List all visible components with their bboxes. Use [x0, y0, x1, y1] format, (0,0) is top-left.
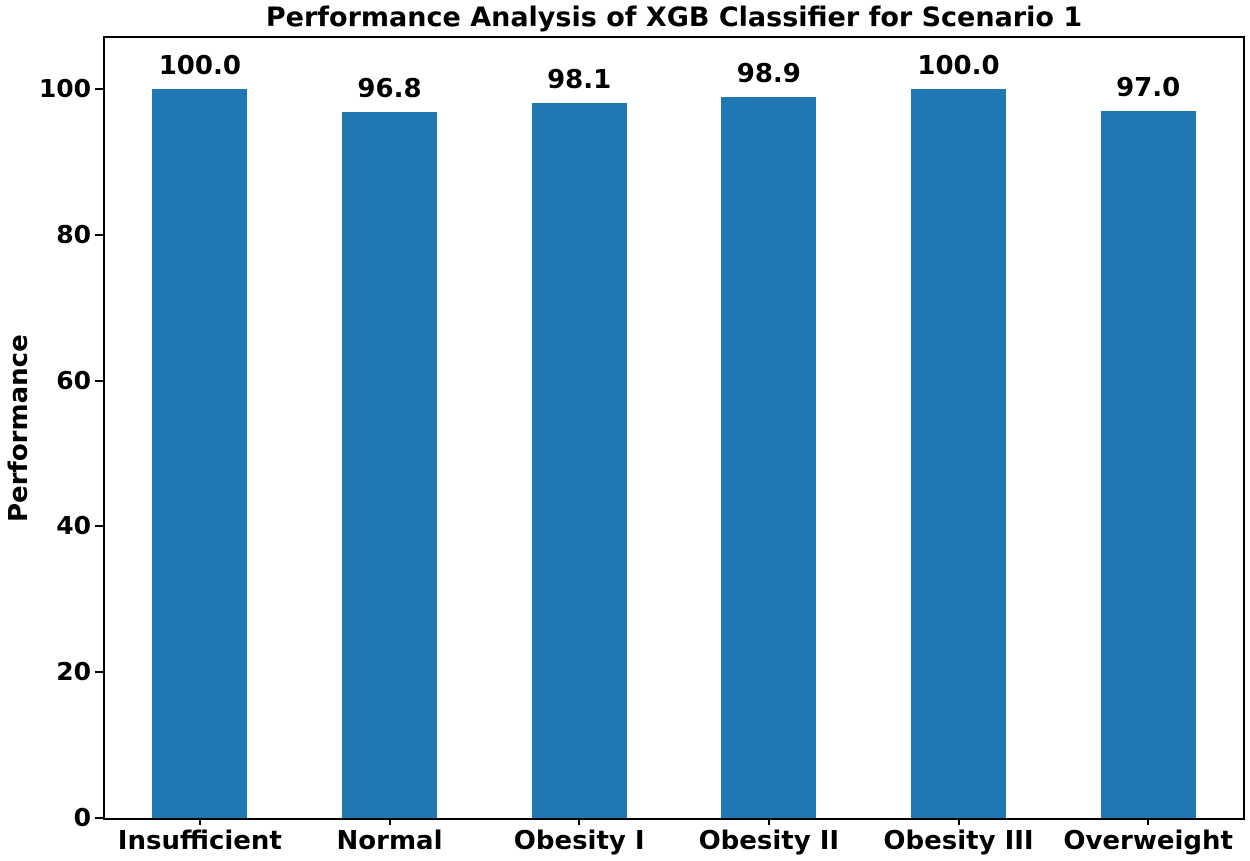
- y-tick-label: 60: [56, 365, 91, 395]
- bar: [721, 97, 817, 818]
- x-tick-label: Normal: [336, 826, 443, 856]
- bar: [152, 89, 248, 818]
- bar: [531, 102, 627, 818]
- y-tick-mark: [95, 817, 103, 819]
- x-tick-label: Insufficient: [117, 826, 282, 856]
- y-tick-mark: [95, 379, 103, 382]
- y-tick-label: 100: [38, 74, 91, 104]
- y-tick-mark: [95, 525, 103, 528]
- y-tick-label: 0: [73, 803, 91, 832]
- x-tick-label: Overweight: [1063, 826, 1233, 856]
- x-tick-label: Obesity II: [698, 826, 840, 856]
- x-tick-mark: [957, 818, 960, 825]
- bar-value-label: 97.0: [1116, 72, 1181, 103]
- bar: [1100, 110, 1196, 818]
- chart-title: Performance Analysis of XGB Classifier f…: [265, 2, 1083, 33]
- y-tick-mark: [95, 88, 103, 91]
- x-tick-label: Obesity III: [883, 826, 1034, 856]
- x-tick-mark: [767, 818, 770, 825]
- x-tick-mark: [198, 818, 201, 825]
- axes-frame: [103, 36, 1245, 820]
- bar-value-label: 100.0: [917, 51, 1000, 82]
- x-tick-mark: [1147, 818, 1150, 825]
- bar: [342, 112, 437, 818]
- bar-value-label: 98.1: [547, 64, 612, 95]
- bar: [911, 89, 1006, 818]
- bar-value-label: 98.9: [736, 59, 801, 90]
- y-tick-mark: [95, 671, 103, 674]
- bar-value-label: 100.0: [158, 51, 241, 82]
- x-tick-mark: [578, 818, 581, 825]
- x-tick-mark: [388, 818, 391, 825]
- y-tick-label: 40: [56, 511, 91, 541]
- y-axis-label: Performance: [4, 334, 34, 522]
- y-tick-mark: [95, 233, 103, 236]
- y-tick-label: 80: [56, 219, 91, 249]
- plot-area: 100.0 96.8 98.1 98.9 100.0 97.0: [103, 36, 1245, 820]
- y-tick-label: 20: [56, 657, 91, 687]
- bar-value-label: 96.8: [357, 74, 422, 105]
- x-tick-label: Obesity I: [513, 826, 645, 856]
